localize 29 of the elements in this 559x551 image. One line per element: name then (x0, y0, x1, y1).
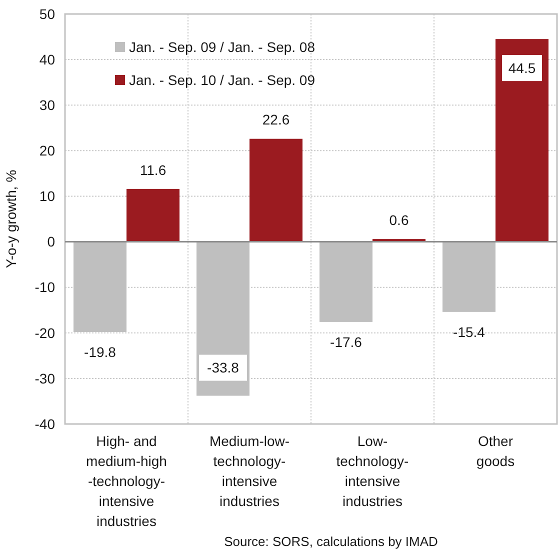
y-tick-label: 10 (39, 188, 56, 204)
x-tick-label: Other goods (476, 433, 515, 469)
data-label: 0.6 (389, 212, 409, 228)
data-label: 11.6 (140, 162, 166, 178)
x-tick-label: Low- technology- intensive industries (336, 433, 410, 509)
y-tick-label: -20 (34, 324, 56, 341)
data-label: -17.6 (330, 334, 362, 350)
x-tick-label: High- and medium-high -technology- intensive industries (86, 433, 167, 529)
data-label: -33.8 (207, 360, 240, 376)
source-note: Source: SORS, calculations by IMAD (224, 534, 438, 549)
x-tick-label: Medium-low- technology- intensive industries (209, 433, 290, 509)
y-tick-label: 30 (39, 97, 56, 114)
y-axis-title: Y-o-y growth, % (3, 170, 19, 268)
legend-label: Jan. - Sep. 10 / Jan. - Sep. 09 (129, 72, 316, 88)
y-tick-label: 50 (39, 6, 56, 22)
y-tick-label: -40 (34, 416, 56, 432)
y-tick-label: 20 (39, 142, 56, 159)
data-label: 22.6 (262, 112, 290, 128)
bar (250, 138, 302, 242)
data-label: -15.4 (453, 324, 486, 340)
y-tick-label: -30 (34, 370, 56, 386)
y-tick-label: 40 (39, 51, 56, 68)
y-tick-label: 0 (47, 234, 56, 250)
y-tick-label: -10 (34, 279, 56, 296)
data-label: 44.5 (508, 60, 536, 76)
data-label: -19.8 (84, 344, 116, 360)
bar (496, 39, 548, 242)
bar (126, 188, 180, 242)
legend-label: Jan. - Sep. 09 / Jan. - Sep. 08 (129, 38, 316, 55)
